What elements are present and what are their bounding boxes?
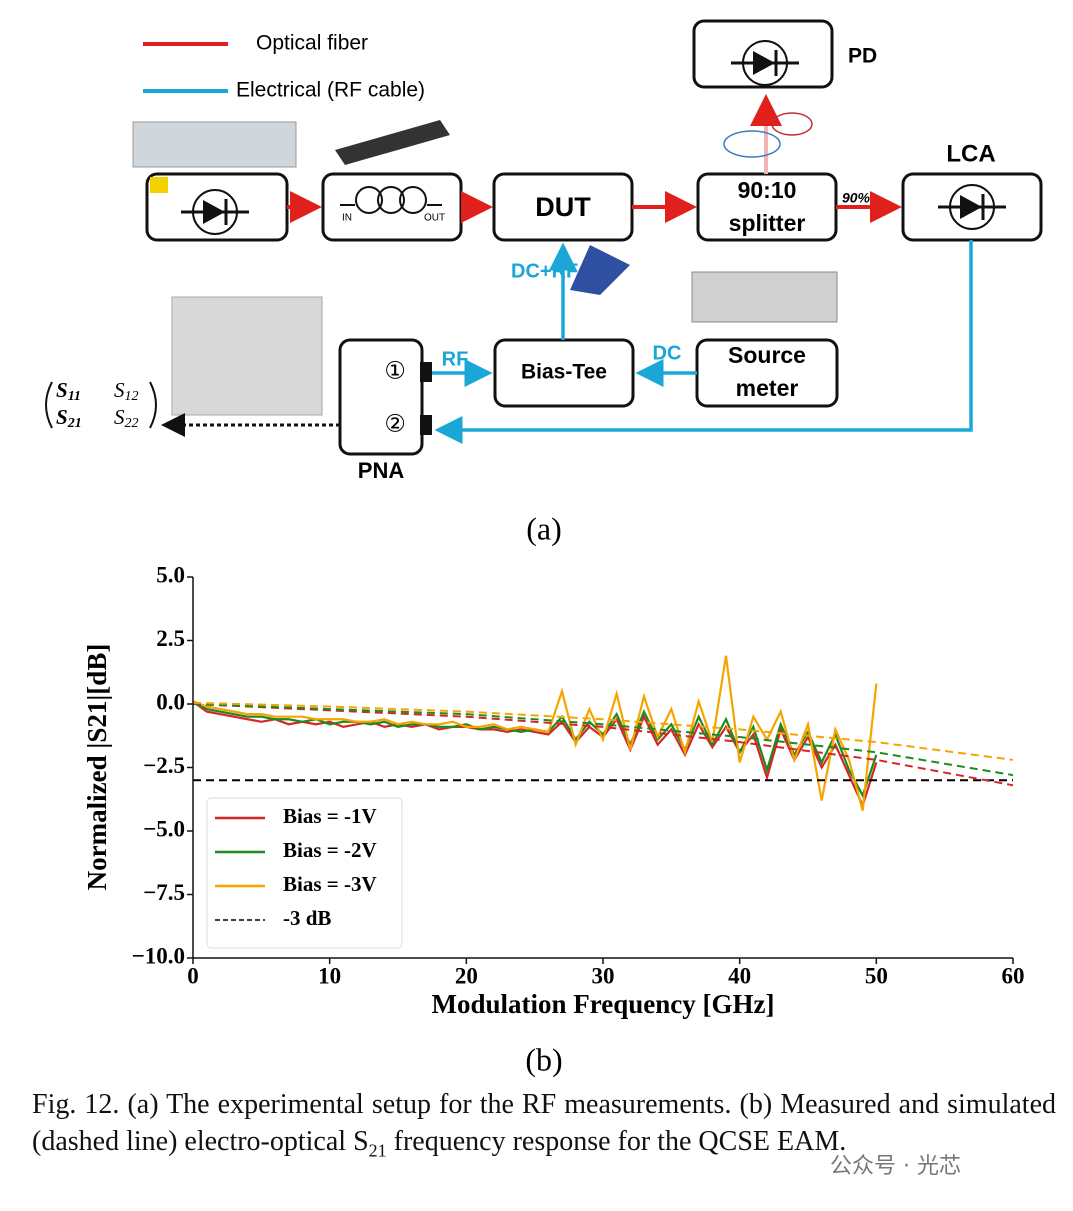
y-tick-label: −5.0	[143, 816, 185, 841]
warning-icon	[150, 177, 168, 193]
node-label: DUT	[535, 192, 591, 222]
legend-label: Bias = -2V	[283, 838, 377, 862]
legend-label: Electrical (RF cable)	[236, 79, 425, 102]
rf-links	[432, 240, 973, 444]
caption-subscript: 21	[368, 1140, 387, 1161]
x-tick-label: 40	[728, 963, 751, 988]
y-axis-label: Normalized |S21|[dB]	[82, 644, 112, 891]
x-axis-label: Modulation Frequency [GHz]	[432, 989, 775, 1019]
y-tick-label: −10.0	[132, 943, 185, 968]
y-tick-label: 5.0	[156, 562, 185, 587]
x-tick-label: 10	[318, 963, 341, 988]
x-tick-label: 60	[1002, 963, 1025, 988]
node-label: PNA	[358, 458, 405, 483]
data-line	[192, 655, 878, 811]
dashed-line	[192, 703, 1014, 777]
node-label: 90:10	[738, 177, 797, 203]
legend-label: Bias = -1V	[283, 804, 377, 828]
matrix-bracket	[45, 381, 157, 429]
node-label: LCA	[946, 140, 995, 167]
y-tick-label: 2.5	[156, 626, 185, 651]
figure: Optical fiber Electrical (RF cable) IN O…	[45, 19, 1043, 1077]
matrix-entry: S21	[56, 405, 82, 431]
instrument-photo	[335, 120, 450, 165]
port-label: OUT	[424, 213, 445, 224]
legend-label: Optical fiber	[256, 32, 368, 55]
node-label: PD	[848, 45, 877, 68]
pna-box	[338, 338, 424, 456]
node-label: meter	[736, 375, 799, 401]
caption-text: Fig. 12. (a) The experimental setup for …	[32, 1089, 1056, 1157]
panel-label: (b)	[525, 1041, 562, 1077]
fiber-loop	[723, 130, 781, 158]
node-label: splitter	[729, 210, 806, 236]
y-tick-label: −2.5	[143, 753, 185, 778]
caption: Fig. 12. (a) The experimental setup for …	[32, 1086, 1056, 1170]
x-tick-label: 20	[455, 963, 478, 988]
watermark: 公众号 · 光芯	[830, 1154, 961, 1179]
x-tick-label: 0	[187, 963, 199, 988]
instrument-photo	[171, 296, 323, 416]
chart: 0 10 20 30 40 50 60 5.0 2.5 0.0 −2.5 −5.0 −7.5 −10.0 B…	[132, 562, 1025, 988]
probe-photo	[570, 245, 630, 295]
y-tick-label: 0.0	[156, 689, 185, 714]
y-tick-label: −7.5	[143, 880, 185, 905]
port-label: ②	[384, 410, 406, 437]
legend-box	[206, 797, 403, 949]
node-label: Source	[728, 342, 806, 368]
legend-label: Bias = -3V	[283, 872, 377, 896]
caption-text: frequency response for the QCSE EAM.	[386, 1126, 847, 1157]
x-tick-label: 30	[592, 963, 615, 988]
instrument-photo	[691, 271, 838, 323]
edge-label: DC	[653, 342, 682, 364]
port-label: ①	[384, 357, 406, 384]
legend-label: -3 dB	[283, 906, 331, 930]
dashed-line	[192, 703, 1014, 787]
matrix-entry: S12	[114, 378, 139, 404]
coil-box	[321, 172, 463, 242]
pd-box	[692, 19, 834, 89]
fiber-loop	[771, 112, 813, 136]
node-label: Bias-Tee	[521, 361, 607, 384]
edge-label: 90%	[842, 190, 871, 206]
data-line	[192, 700, 878, 809]
panel-label: (a)	[526, 510, 562, 546]
edge-label: RF	[442, 348, 469, 370]
dashed-line	[192, 701, 1014, 761]
instrument-photo	[132, 121, 297, 168]
matrix-entry: S22	[114, 405, 139, 431]
port-label: IN	[342, 213, 352, 224]
x-tick-label: 50	[865, 963, 888, 988]
matrix-entry: S11	[56, 378, 81, 404]
edge-label: DC+RF	[511, 260, 578, 282]
